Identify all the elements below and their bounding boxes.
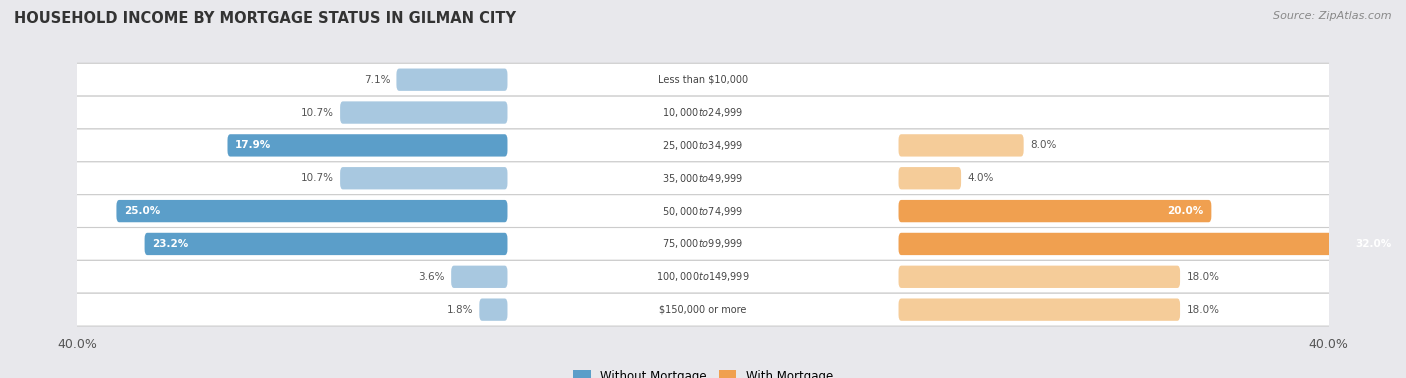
FancyBboxPatch shape [898,200,1212,222]
FancyBboxPatch shape [69,129,1337,162]
Text: $75,000 to $99,999: $75,000 to $99,999 [662,237,744,251]
FancyBboxPatch shape [69,260,1337,293]
FancyBboxPatch shape [145,233,508,255]
FancyBboxPatch shape [898,167,962,189]
FancyBboxPatch shape [69,63,1337,96]
Text: Less than $10,000: Less than $10,000 [658,75,748,85]
FancyBboxPatch shape [69,228,1337,260]
Text: 32.0%: 32.0% [1355,239,1392,249]
Text: $50,000 to $74,999: $50,000 to $74,999 [662,204,744,218]
Text: Source: ZipAtlas.com: Source: ZipAtlas.com [1274,11,1392,21]
Text: 7.1%: 7.1% [364,75,391,85]
Text: 10.7%: 10.7% [301,108,333,118]
Text: 4.0%: 4.0% [967,173,994,183]
FancyBboxPatch shape [340,167,508,189]
Text: $10,000 to $24,999: $10,000 to $24,999 [662,106,744,119]
Text: 17.9%: 17.9% [235,140,271,150]
Text: 18.0%: 18.0% [1187,272,1219,282]
Text: 18.0%: 18.0% [1187,305,1219,314]
Text: 20.0%: 20.0% [1167,206,1204,216]
Text: $35,000 to $49,999: $35,000 to $49,999 [662,172,744,185]
Text: 8.0%: 8.0% [1031,140,1056,150]
FancyBboxPatch shape [898,134,1024,156]
FancyBboxPatch shape [898,299,1180,321]
Text: 10.7%: 10.7% [301,173,333,183]
Text: 1.8%: 1.8% [447,305,472,314]
FancyBboxPatch shape [117,200,508,222]
FancyBboxPatch shape [340,101,508,124]
Text: $150,000 or more: $150,000 or more [659,305,747,314]
Text: 3.6%: 3.6% [419,272,444,282]
FancyBboxPatch shape [69,195,1337,228]
FancyBboxPatch shape [69,96,1337,129]
FancyBboxPatch shape [69,162,1337,195]
FancyBboxPatch shape [479,299,508,321]
Text: $25,000 to $34,999: $25,000 to $34,999 [662,139,744,152]
FancyBboxPatch shape [396,68,508,91]
Text: 25.0%: 25.0% [124,206,160,216]
Legend: Without Mortgage, With Mortgage: Without Mortgage, With Mortgage [568,365,838,378]
FancyBboxPatch shape [69,293,1337,326]
Text: $100,000 to $149,999: $100,000 to $149,999 [657,270,749,283]
Text: 23.2%: 23.2% [152,239,188,249]
FancyBboxPatch shape [451,266,508,288]
FancyBboxPatch shape [898,233,1399,255]
Text: HOUSEHOLD INCOME BY MORTGAGE STATUS IN GILMAN CITY: HOUSEHOLD INCOME BY MORTGAGE STATUS IN G… [14,11,516,26]
FancyBboxPatch shape [898,266,1180,288]
FancyBboxPatch shape [228,134,508,156]
